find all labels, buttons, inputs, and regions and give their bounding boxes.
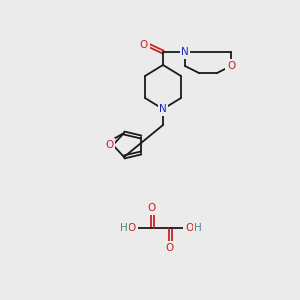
Text: N: N xyxy=(159,104,167,114)
Text: N: N xyxy=(181,47,189,57)
Text: H: H xyxy=(120,223,128,233)
Text: O: O xyxy=(105,140,113,150)
Text: O: O xyxy=(148,203,156,213)
Text: O: O xyxy=(140,40,148,50)
Text: O: O xyxy=(185,223,193,233)
Text: O: O xyxy=(227,61,235,71)
Text: H: H xyxy=(194,223,202,233)
Text: O: O xyxy=(166,243,174,253)
Text: O: O xyxy=(128,223,136,233)
